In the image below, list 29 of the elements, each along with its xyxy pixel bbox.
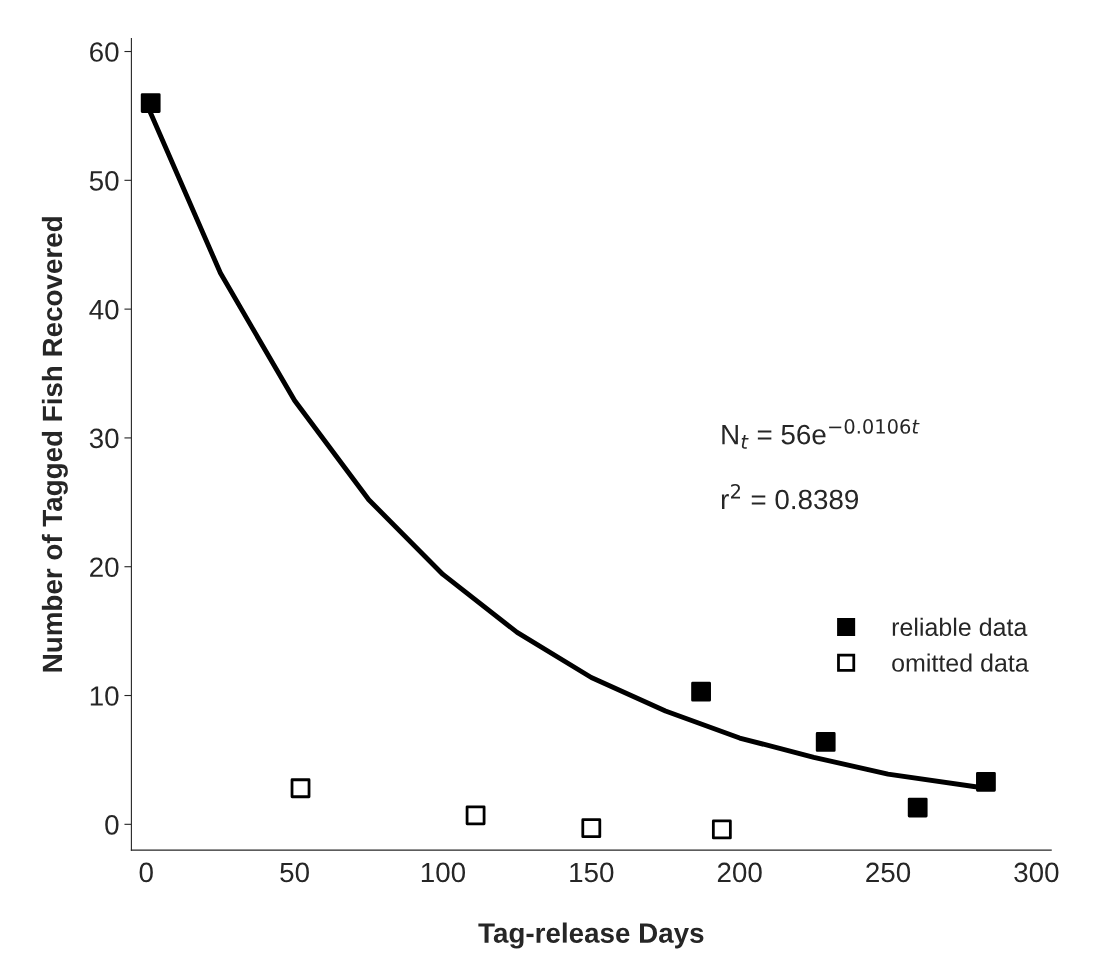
- legend-label: omitted data: [892, 653, 1029, 672]
- point: [711, 819, 732, 840]
- point: [465, 805, 486, 826]
- x-tick-label: 100: [421, 862, 466, 883]
- y-tick-label: 30: [89, 428, 119, 449]
- x-axis-title: Tag-release Days: [478, 922, 704, 949]
- x-tick-label: 0: [139, 862, 153, 883]
- x-tick-label: 250: [866, 862, 911, 883]
- legend-label: reliable data: [892, 617, 1028, 637]
- x-tick-label: 150: [570, 862, 614, 883]
- y-tick-label: 0: [105, 814, 119, 835]
- point: [907, 797, 928, 818]
- y-tick-label: 20: [90, 557, 119, 578]
- point: [290, 778, 311, 799]
- y-tick-label: 60: [90, 42, 119, 62]
- x-tick-label: 200: [717, 862, 762, 883]
- point: [976, 771, 996, 792]
- x-tick-label: 50: [280, 862, 309, 883]
- y-tick-label: 10: [90, 686, 119, 706]
- point: [691, 681, 711, 702]
- point: [815, 731, 836, 752]
- x-tick-label: 300: [1014, 862, 1059, 883]
- y-tick-label: 50: [89, 170, 119, 191]
- point: [140, 93, 161, 113]
- annotation: r$^{2}$ = 0.8389: [721, 484, 859, 510]
- annotation: N$_{t}$ = 56e$^{−0.0106t}$: [722, 419, 920, 449]
- point: [581, 818, 602, 839]
- y-tick-label: 40: [89, 299, 119, 320]
- y-axis-title: Number of Tagged Fish Recovered: [41, 217, 68, 672]
